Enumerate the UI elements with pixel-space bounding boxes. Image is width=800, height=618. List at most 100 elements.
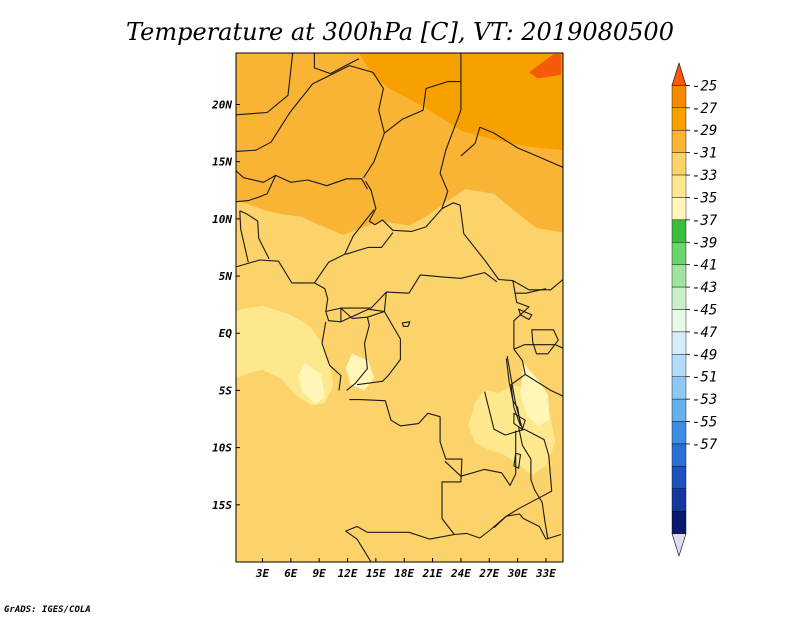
- border-line-13: [340, 291, 387, 309]
- colorbar-swatch: [671, 264, 687, 288]
- colorbar-swatch: [671, 510, 687, 534]
- x-tick-label: 12E: [338, 567, 358, 580]
- lake-outline-0: [531, 329, 559, 355]
- y-axis: 20N 15N 10N 5N EQ 5S 10S 15S: [211, 98, 240, 512]
- colorbar-label: -25: [692, 78, 717, 94]
- colorbar-swatch: [671, 309, 687, 333]
- border-line-10: [313, 209, 375, 284]
- grads-credit: GrADS: IGES/COLA: [4, 605, 91, 615]
- x-axis: 3E 6E 9E 12E 15E 18E 21E 24E 27E 30E 33E: [255, 558, 556, 580]
- border-line-24: [512, 280, 530, 350]
- colorbar-label: -53: [692, 392, 717, 408]
- y-tick-label: 10N: [212, 213, 232, 226]
- lake-outline-4: [518, 308, 533, 321]
- colorbar-label: -43: [692, 280, 717, 296]
- colorbar-swatch: [671, 219, 687, 243]
- colorbar-swatch: [671, 130, 687, 153]
- border-line-16: [356, 310, 401, 386]
- border-line-11: [345, 232, 394, 255]
- border-line-25: [524, 373, 563, 397]
- lake-outline-1: [513, 412, 526, 430]
- colorbar-swatch: [671, 286, 687, 310]
- temperature-region-m35-7: [298, 363, 325, 405]
- x-tick-label: 33E: [535, 567, 556, 580]
- colorbar-swatch: [671, 85, 687, 109]
- y-tick-label: EQ: [219, 327, 233, 340]
- colorbar: -25 -27 -29 -31 -33 -35 -37 -39 -41 -43 -45 -47 -49 -…: [671, 61, 718, 558]
- lake-outline-2: [513, 452, 522, 469]
- y-tick-label: 20N: [211, 98, 232, 111]
- x-tick-label: 9E: [313, 567, 327, 580]
- x-tick-label: 6E: [284, 567, 298, 580]
- colorbar-swatch: [671, 174, 687, 198]
- map-layers: [236, 53, 563, 562]
- lake-outline-3: [401, 321, 411, 327]
- country-borders: [236, 53, 563, 562]
- border-line-15: [340, 307, 370, 391]
- colorbar-label: -49: [692, 347, 717, 363]
- colorbar-swatch: [671, 107, 687, 131]
- border-line-26: [514, 288, 547, 294]
- colorbar-label: -39: [692, 235, 717, 251]
- x-tick-label: 24E: [450, 567, 471, 580]
- border-line-23: [513, 344, 563, 350]
- border-line-2: [236, 65, 385, 178]
- border-line-14: [321, 321, 342, 391]
- colorbar-label: -37: [692, 213, 718, 229]
- colorbar-label: -57: [692, 437, 718, 453]
- border-line-17: [349, 399, 562, 540]
- colorbar-swatch: [671, 443, 687, 467]
- colorbar-swatch: [671, 398, 687, 422]
- border-line-1: [236, 53, 294, 116]
- border-line-29: [239, 210, 270, 260]
- x-tick-label: 15E: [366, 567, 386, 580]
- colorbar-swatch: [671, 376, 687, 400]
- border-line-7: [439, 110, 462, 209]
- colorbar-swatch: [671, 242, 687, 265]
- x-tick-label: 30E: [507, 567, 528, 580]
- colorbar-label: -47: [692, 325, 718, 341]
- colorbar-label: -29: [692, 123, 717, 139]
- colorbar-swatch: [671, 466, 687, 489]
- colorbar-swatch: [671, 197, 687, 221]
- x-tick-label: 21E: [422, 567, 443, 580]
- border-line-19: [345, 530, 372, 562]
- map-frame: [235, 52, 564, 563]
- temperature-regions: [236, 53, 563, 562]
- border-line-30: [239, 210, 249, 263]
- chart-title: Temperature at 300hPa [C], VT: 201908050…: [126, 18, 674, 46]
- border-line-22: [510, 348, 526, 427]
- border-line-28: [541, 502, 549, 540]
- x-tick-label: 3E: [255, 567, 270, 580]
- colorbar-label: -31: [692, 146, 717, 162]
- border-line-0: [313, 53, 360, 75]
- temperature-region-m35-6: [520, 363, 550, 426]
- x-tick-label: 27E: [478, 567, 499, 580]
- border-line-27: [518, 426, 543, 503]
- x-tick-label: 18E: [394, 567, 414, 580]
- colorbar-label: -27: [692, 101, 718, 117]
- temperature-region-m25-1: [529, 54, 562, 79]
- colorbar-swatch: [671, 421, 687, 445]
- border-line-18: [345, 525, 455, 540]
- colorbar-label: -55: [692, 415, 717, 431]
- colorbar-extension-bottom: [671, 533, 687, 558]
- colorbar-label: -35: [692, 190, 717, 206]
- y-tick-label: 15S: [212, 499, 232, 512]
- colorbar-label: -51: [692, 370, 717, 386]
- y-tick-label: 10S: [212, 442, 232, 455]
- border-line-31: [236, 175, 277, 203]
- map-panel: 3E 6E 9E 12E 15E 18E 21E 24E 27E 30E 33E 20N 15N 10N…: [211, 52, 564, 580]
- colorbar-swatch: [671, 354, 687, 377]
- temperature-region-m31-3: [236, 189, 563, 562]
- border-line-3: [236, 170, 368, 190]
- temperature-region-m29-2: [236, 53, 563, 235]
- border-line-21: [444, 430, 517, 486]
- colorbar-swatch: [671, 488, 687, 512]
- y-tick-label: 5S: [219, 384, 233, 397]
- colorbar-label: -45: [692, 303, 717, 319]
- colorbar-label: -33: [692, 168, 717, 184]
- y-tick-label: 5N: [219, 270, 233, 283]
- colorbar-swatch: [671, 152, 687, 176]
